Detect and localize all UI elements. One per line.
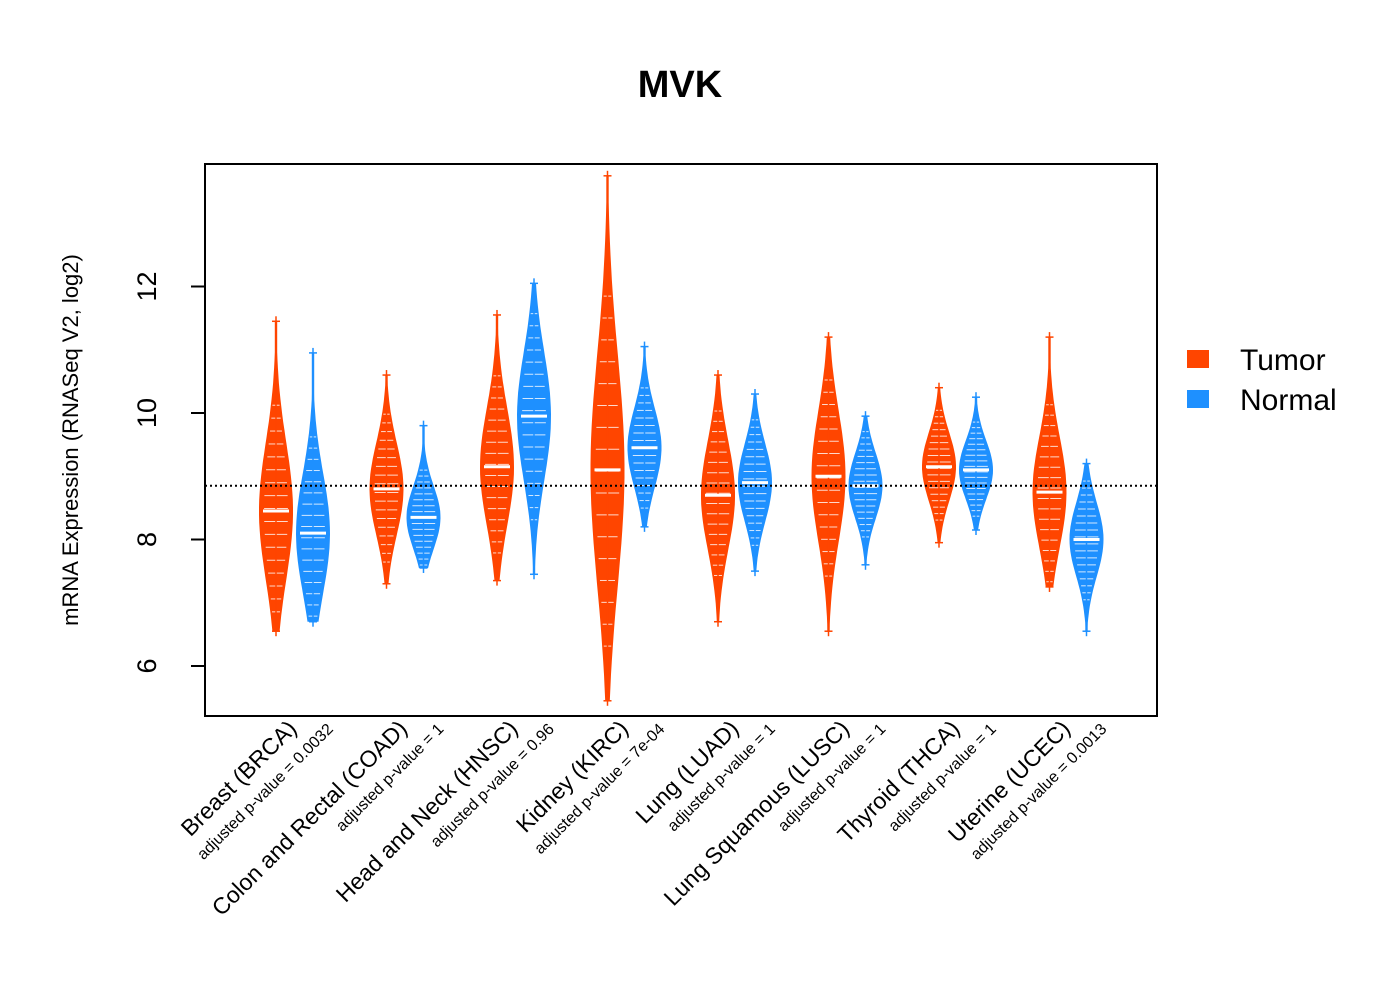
violin-normal-5: [848, 411, 883, 570]
violin-tumor-4: [701, 370, 735, 627]
violin-tumor-7: [1032, 332, 1067, 592]
legend-label-tumor: Tumor: [1240, 344, 1326, 377]
violin-normal-6: [959, 392, 993, 536]
legend-label-normal: Normal: [1240, 384, 1337, 417]
y-axis: 6 8 10 12: [132, 271, 206, 674]
violin-tumor-1: [369, 370, 404, 589]
y-tick-label: 12: [132, 271, 162, 301]
y-tick-label: 10: [132, 398, 162, 428]
violin-tumor-6: [922, 382, 956, 548]
legend: Tumor Normal: [1187, 344, 1337, 417]
violin-tumor-5: [811, 332, 846, 637]
violin-normal-2: [517, 278, 551, 580]
plot-frame: [204, 163, 1158, 717]
violin-tumor-3: [590, 170, 625, 706]
violin-normal-3: [627, 341, 662, 532]
y-tick-label: 8: [132, 532, 162, 547]
y-tick-label: 6: [132, 658, 162, 673]
x-axis-labels: Breast (BRCA)adjusted p-value = 0.0032Co…: [176, 715, 1111, 920]
violin-normal-1: [406, 420, 441, 573]
violins: [259, 170, 1104, 706]
violin-normal-0: [296, 347, 330, 627]
legend-swatch-normal: [1187, 390, 1209, 408]
y-axis-label: mRNA Expression (RNASeq V2, log2): [58, 254, 83, 626]
violin-normal-4: [738, 389, 772, 577]
chart-title: MVK: [638, 64, 723, 106]
violin-normal-7: [1069, 458, 1104, 637]
violin-tumor-0: [259, 316, 293, 637]
violin-tumor-2: [480, 309, 514, 586]
legend-swatch-tumor: [1187, 350, 1209, 368]
